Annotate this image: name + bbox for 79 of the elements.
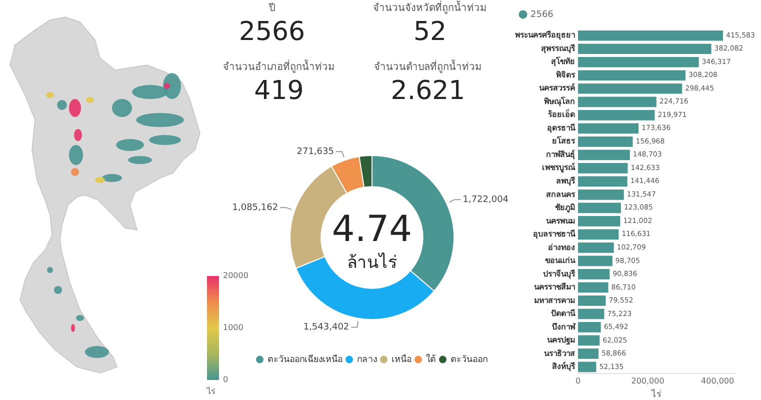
bar	[578, 110, 655, 120]
bar	[578, 348, 599, 359]
bar	[578, 136, 633, 147]
data-label: 1,085,162	[232, 202, 278, 213]
bar	[578, 56, 699, 68]
bar	[578, 269, 610, 280]
data-label: 271,635	[296, 146, 334, 157]
data-label: 1,722,004	[462, 194, 509, 205]
bar	[578, 176, 628, 187]
y-tick-label: ยโสธร	[552, 136, 576, 146]
legend-label: ตะวันออกเฉียงเหนือ	[267, 354, 342, 365]
bar	[578, 96, 656, 108]
bar	[578, 335, 600, 346]
text: 2.621	[390, 75, 466, 107]
legend-label: 2566	[530, 10, 554, 20]
bar	[578, 123, 639, 134]
text: 1000	[223, 322, 244, 334]
y-tick-label: นราธิวาส	[544, 348, 575, 358]
bar	[578, 282, 608, 293]
text: จำนวนตำบลที่ถูกน้ำท่วม	[373, 61, 483, 75]
text: 4.74	[332, 208, 412, 250]
y-tick-label: พิจิตร	[556, 70, 576, 80]
bar	[578, 322, 601, 332]
y-tick-label: ชัยภูมิ	[555, 203, 575, 214]
y-tick-label: อุดรธานี	[547, 122, 576, 134]
bar	[578, 202, 621, 214]
y-tick-label: นครปฐม	[547, 336, 575, 346]
y-tick-label: พระนครศรีอยุธยา	[515, 30, 575, 41]
text: 52	[412, 16, 448, 48]
y-tick-label: อุบลราชธานี	[533, 228, 576, 240]
y-tick-label: ลพบุรี	[556, 175, 576, 186]
y-tick-label: อ่างทอง	[548, 242, 575, 252]
y-tick-label: นครสวรรค์	[539, 82, 575, 93]
y-tick-label: มหาสารคาม	[534, 296, 575, 305]
text: ปี	[268, 2, 276, 16]
y-tick-label: สิงห์บุรี	[552, 361, 576, 372]
text: จำนวนอำเภอที่ถูกน้ำท่วม	[222, 61, 336, 75]
bar	[578, 190, 624, 200]
text: 20000	[223, 270, 248, 282]
bar	[578, 308, 604, 320]
text: จำนวนจังหวัดที่ถูกน้ำท่วม	[372, 2, 488, 16]
bar	[578, 362, 596, 372]
y-tick-label: นครราชสีมา	[534, 282, 575, 292]
y-tick-label: นครพนม	[546, 216, 575, 226]
bar	[578, 30, 723, 41]
bar	[578, 229, 619, 240]
y-tick-label: ขอนแก่น	[545, 256, 576, 266]
bar	[578, 242, 614, 253]
legend-label: กลาง	[356, 354, 377, 365]
legend-label: ตะวันออก	[450, 354, 488, 365]
legend-label: ใต้	[426, 354, 436, 365]
y-tick-label: กาฬสินธุ์	[546, 148, 575, 160]
x-tick-label: 400,000	[701, 376, 734, 386]
bar	[578, 70, 686, 81]
y-tick-label: พิษณุโลก	[544, 96, 575, 107]
color-bar-title: ไร่	[207, 386, 215, 398]
y-tick-label: ปัตตานี	[551, 308, 576, 318]
text: 2566	[238, 16, 306, 48]
text: ล้านไร่	[347, 252, 397, 273]
bar	[578, 256, 612, 266]
y-tick-label: สกลนคร	[546, 190, 576, 199]
data-label: 1,543,402	[303, 322, 350, 333]
text: 419	[253, 75, 305, 107]
legend-label: เหนือ	[391, 354, 412, 365]
y-tick-label: ร้อยเอ็ด	[548, 108, 575, 120]
y-tick-label: บึงกาฬ	[552, 321, 576, 332]
x-axis-title: ไร่	[650, 388, 662, 400]
x-tick-label: 0	[575, 376, 581, 386]
bar	[578, 296, 606, 306]
bar	[578, 150, 630, 160]
x-tick-label: 200,000	[631, 376, 664, 386]
y-tick-label: ปราจีนบุรี	[543, 268, 576, 280]
bar	[578, 44, 712, 54]
y-tick-label: สุโขทัย	[551, 56, 575, 68]
bar	[578, 162, 628, 174]
y-tick-label: สุพรรณบุรี	[541, 42, 576, 54]
bar	[578, 83, 682, 94]
bar	[578, 216, 620, 226]
y-tick-label: เพชรบูรณ์	[542, 162, 576, 174]
